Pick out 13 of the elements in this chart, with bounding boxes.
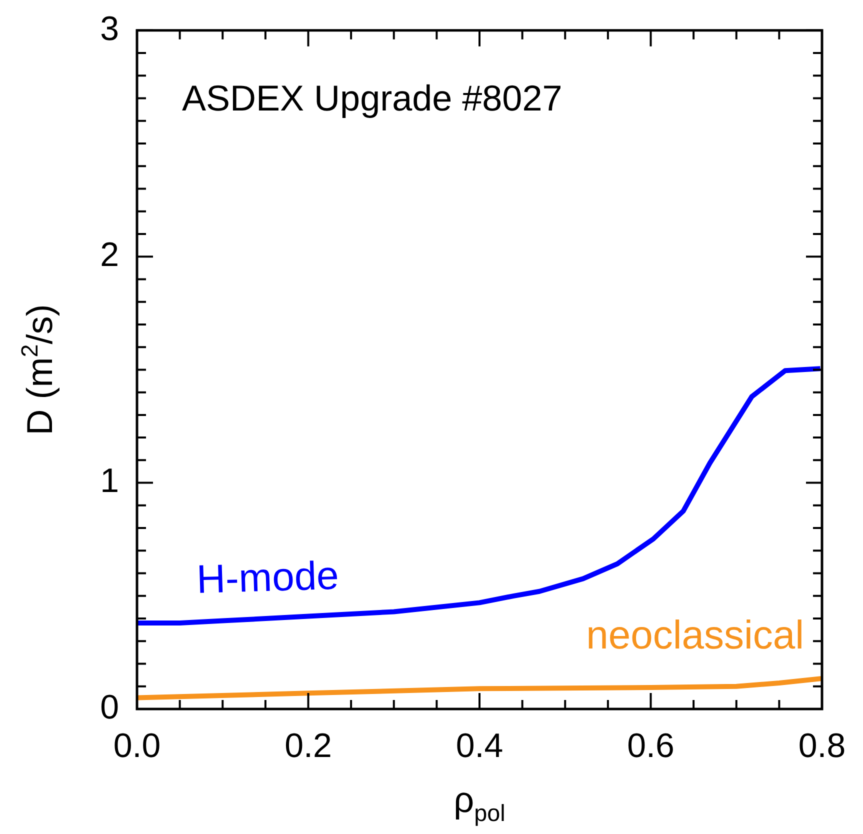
x-tick-label: 0.8 — [798, 726, 846, 765]
x-tick-label: 0.2 — [284, 726, 332, 765]
y-tick-label: 2 — [100, 236, 119, 274]
series-label: H-mode — [196, 554, 340, 602]
x-tick-label: 0.6 — [627, 726, 674, 765]
annotation: ASDEX Upgrade #8027 — [182, 77, 562, 118]
x-tick-label: 0.0 — [113, 726, 161, 765]
y-tick-label: 1 — [100, 462, 119, 500]
y-tick-label: 0 — [100, 688, 119, 726]
x-tick-label: 0.4 — [456, 726, 504, 765]
y-axis-title: D (m2/s) — [16, 304, 60, 436]
series-label: neoclassical — [586, 613, 804, 658]
y-tick-label: 3 — [100, 10, 119, 48]
